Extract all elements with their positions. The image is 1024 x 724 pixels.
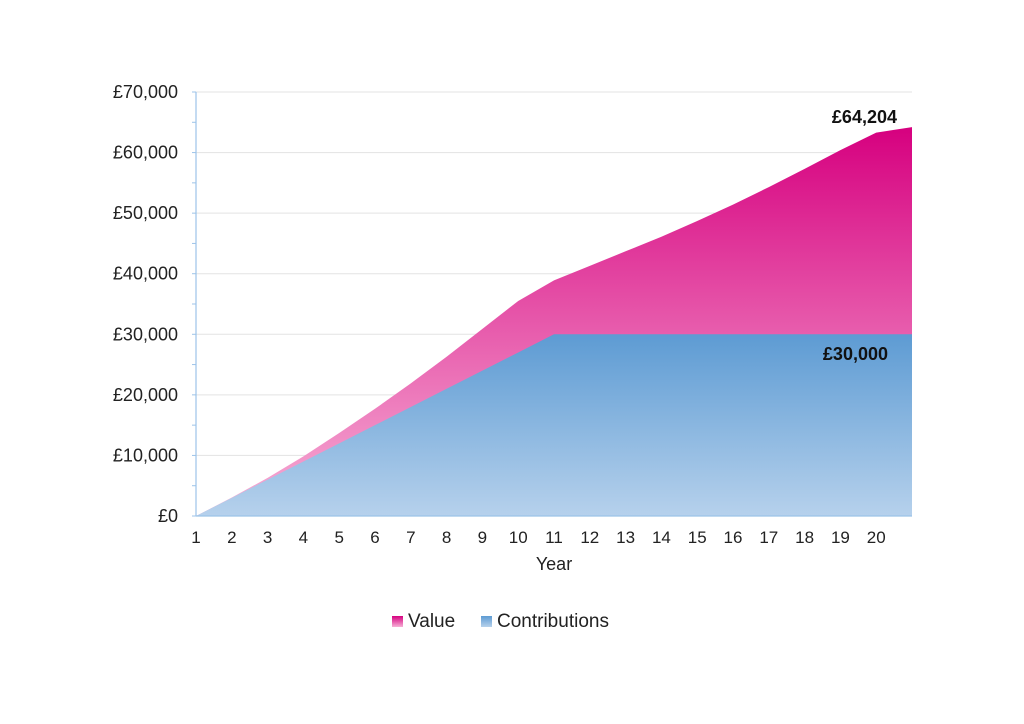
x-tick-label: 1 (191, 528, 200, 547)
x-tick-label: 11 (545, 528, 563, 547)
x-tick-label: 13 (616, 528, 635, 547)
axes (192, 91, 912, 517)
value-end-annotation: £64,204 (832, 107, 897, 127)
legend: Value Contributions (392, 611, 609, 632)
y-tick-label: £10,000 (113, 445, 178, 465)
x-axis-label: Year (536, 554, 572, 574)
x-tick-label: 19 (831, 528, 850, 547)
x-tick-label: 12 (580, 528, 599, 547)
x-tick-label: 16 (724, 528, 743, 547)
x-tick-label: 6 (370, 528, 379, 547)
legend-label-value: Value (408, 611, 455, 632)
y-tick-label: £0 (158, 506, 178, 526)
x-tick-label: 3 (263, 528, 272, 547)
x-tick-label: 7 (406, 528, 415, 547)
y-tick-label: £70,000 (113, 82, 178, 102)
x-tick-label: 15 (688, 528, 707, 547)
x-tick-label: 20 (867, 528, 886, 547)
x-tick-label: 8 (442, 528, 451, 547)
y-tick-label: £60,000 (113, 143, 178, 163)
x-tick-label: 4 (299, 528, 308, 547)
y-tick-label: £20,000 (113, 385, 178, 405)
x-tick-label: 18 (795, 528, 814, 547)
y-tick-label: £40,000 (113, 264, 178, 284)
tick-labels: £0 £10,000 £20,000 £30,000 £40,000 £50,000 £60… (113, 82, 886, 547)
series-areas (196, 127, 912, 516)
x-tick-label: 14 (652, 528, 671, 547)
x-tick-label: 10 (509, 528, 528, 547)
area-contributions (196, 334, 912, 516)
x-tick-label: 17 (759, 528, 778, 547)
x-tick-label: 5 (334, 528, 343, 547)
legend-swatch-contributions (481, 616, 492, 627)
contributions-end-annotation: £30,000 (823, 344, 888, 364)
x-tick-label: 2 (227, 528, 236, 547)
legend-label-contributions: Contributions (497, 611, 609, 632)
y-tick-label: £50,000 (113, 203, 178, 223)
y-tick-label: £30,000 (113, 324, 178, 344)
legend-swatch-value (392, 616, 403, 627)
x-tick-label: 9 (478, 528, 487, 547)
